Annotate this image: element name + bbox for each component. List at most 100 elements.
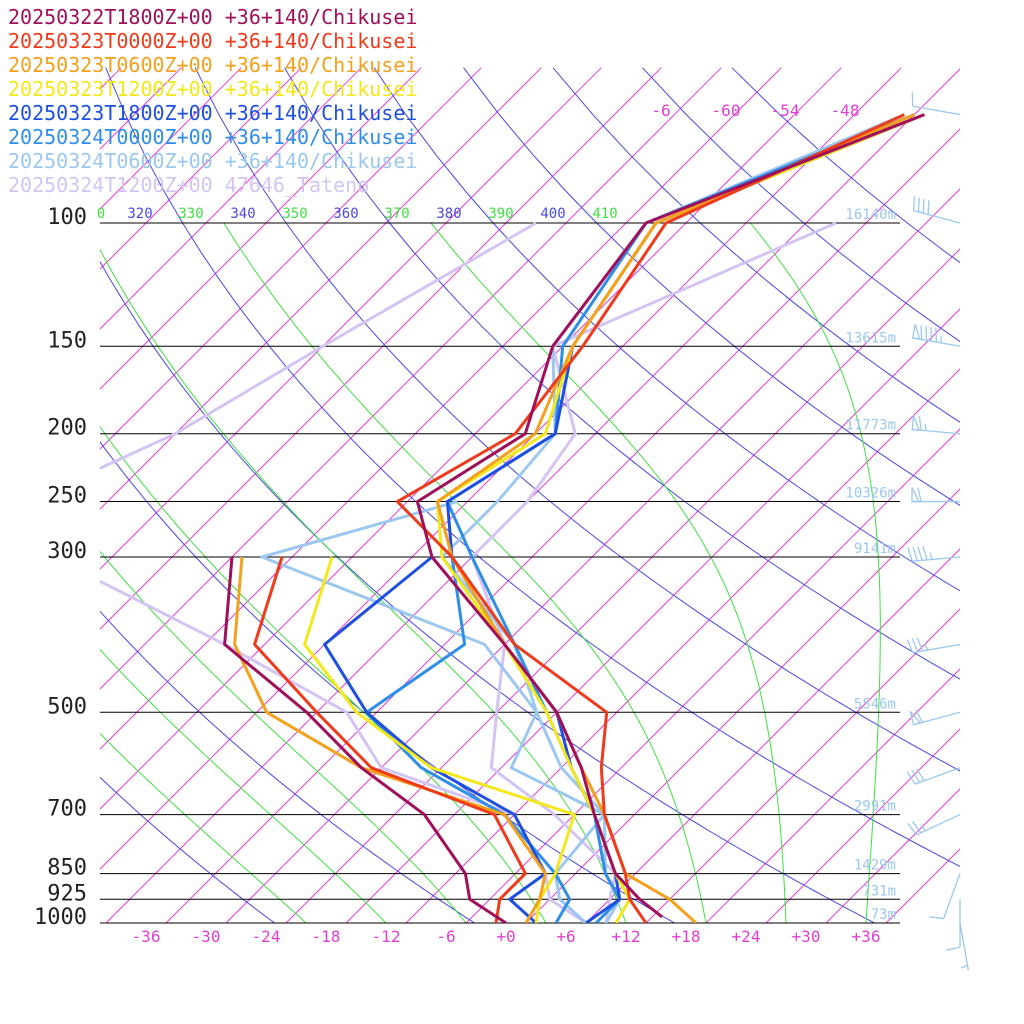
isotherm-line — [525, 488, 960, 923]
wind-barb — [907, 813, 961, 836]
isotherm-line — [105, 68, 960, 923]
theta-labels: 0 320 330 340 350 360 370 380 390 400 410 — [97, 206, 618, 222]
pressure-tick-label: 250 — [47, 484, 87, 509]
dry-adiabat-line — [100, 610, 475, 923]
isotherm-grid — [100, 67, 960, 923]
temperature-tick-label: +6 — [556, 927, 575, 946]
isotherm-line — [100, 67, 302, 270]
dewpoint-line — [223, 556, 507, 923]
theta-label: 390 — [488, 206, 513, 222]
wind-barb — [911, 323, 961, 347]
temperature-tick-label: -30 — [192, 927, 221, 946]
height-label: 1429m — [854, 858, 896, 874]
theta-label: 330 — [178, 206, 203, 222]
theta-label: 320 — [127, 206, 152, 222]
dry-adiabat-line — [463, 67, 960, 506]
pressure-tick-label: 500 — [47, 694, 87, 719]
legend-entry: 20250323T1200Z+00 +36+140/Chikusei — [8, 77, 417, 101]
dry-adiabat-line — [373, 67, 960, 592]
legend-entry: 20250324T1200Z+00 47646_Tateno — [8, 173, 369, 197]
legend-entry: 20250323T0000Z+00 +36+140/Chikusei — [8, 29, 417, 53]
isotherm-line — [100, 67, 842, 810]
legend-entry: 20250323T1800Z+00 +36+140/Chikusei — [8, 101, 417, 125]
upper-temperature-label: -48 — [831, 101, 860, 120]
wind-barb — [912, 196, 961, 224]
pressure-tick-label: 850 — [47, 856, 87, 881]
temperature-tick-label: -24 — [252, 927, 281, 946]
wind-barb — [906, 767, 961, 785]
height-labels: 16140m 13615m 11773m 10326m 9141m 5546m 2991m 1… — [845, 207, 896, 923]
pressure-tick-label: 300 — [47, 539, 87, 564]
wind-barb — [911, 415, 961, 435]
height-label: 13615m — [845, 330, 896, 346]
dry-adiabat-line — [100, 260, 875, 923]
wind-barb — [929, 873, 961, 920]
isotherm-line — [100, 67, 602, 570]
dewpoint-line — [303, 556, 576, 923]
isotherm-line — [585, 548, 960, 923]
wind-barb — [911, 487, 960, 503]
moist-adiabat-grid — [100, 222, 881, 923]
wind-barb — [911, 91, 961, 116]
temperature-tick-label: +18 — [672, 927, 701, 946]
theta-label: 360 — [333, 206, 358, 222]
pressure-tick-label: 100 — [47, 205, 87, 230]
dry-adiabat-line — [284, 67, 960, 680]
isotherm-line — [100, 67, 662, 630]
isotherm-line — [285, 248, 960, 923]
theta-label: 340 — [230, 206, 255, 222]
height-label: 10326m — [845, 486, 896, 502]
temperature-tick-label: +30 — [792, 927, 821, 946]
height-label: 731m — [862, 883, 896, 899]
isotherm-line — [225, 188, 960, 923]
isotherm-line — [465, 428, 960, 923]
pressure-tick-label: 200 — [47, 416, 87, 441]
theta-label: 0 — [97, 206, 105, 222]
upper-temperature-labels: -6 -60 -54 -48 — [651, 101, 859, 120]
temperature-tick-label: -6 — [436, 927, 455, 946]
wind-barb — [906, 637, 961, 654]
wind-barb — [909, 709, 961, 726]
temperature-line — [470, 221, 837, 923]
theta-label: 410 — [592, 206, 617, 222]
height-label: 11773m — [845, 418, 896, 434]
dry-adiabat-line — [100, 776, 275, 923]
dewpoint-line — [323, 555, 547, 923]
theta-label: 350 — [282, 206, 307, 222]
legend: 20250322T1800Z+00 +36+140/Chikusei202503… — [8, 5, 417, 197]
moist-adiabat-line — [100, 732, 307, 923]
upper-temperature-label: -60 — [712, 101, 741, 120]
dry-adiabat-grid — [100, 67, 960, 923]
upper-temperature-label: -54 — [771, 101, 800, 120]
dewpoint-line — [260, 500, 606, 923]
profile-series — [100, 113, 925, 923]
legend-entry: 20250322T1800Z+00 +36+140/Chikusei — [8, 5, 417, 29]
isotherm-line — [645, 608, 960, 923]
legend-entry: 20250323T0600Z+00 +36+140/Chikusei — [8, 53, 417, 77]
legend-entry: 20250324T0600Z+00 +36+140/Chikusei — [8, 149, 417, 173]
dewpoint-line — [365, 556, 572, 923]
isotherm-line — [100, 67, 482, 450]
pressure-tick-label: 700 — [47, 797, 87, 822]
height-label: 73m — [871, 907, 896, 923]
theta-label: 400 — [540, 206, 565, 222]
upper-temperature-label: -6 — [651, 101, 670, 120]
isotherm-line — [165, 128, 960, 923]
isotherm-line — [100, 67, 722, 690]
temperature-tick-label: +0 — [496, 927, 515, 946]
temperature-line — [395, 113, 906, 923]
isotherm-line — [405, 368, 960, 923]
pressure-tick-label: 1000 — [34, 905, 87, 930]
dry-adiabat-line — [105, 67, 960, 868]
height-label: 9141m — [854, 541, 896, 557]
legend-entry: 20250324T0000Z+00 +36+140/Chikusei — [8, 125, 417, 149]
isotherm-line — [100, 67, 542, 510]
isotherm-line — [100, 67, 782, 750]
pressure-tick-label: 150 — [47, 328, 87, 353]
temperature-tick-label: +24 — [732, 927, 761, 946]
temperature-tick-label: +12 — [612, 927, 641, 946]
height-label: 16140m — [845, 207, 896, 223]
isotherm-line — [100, 67, 362, 330]
wind-barb — [907, 545, 961, 562]
